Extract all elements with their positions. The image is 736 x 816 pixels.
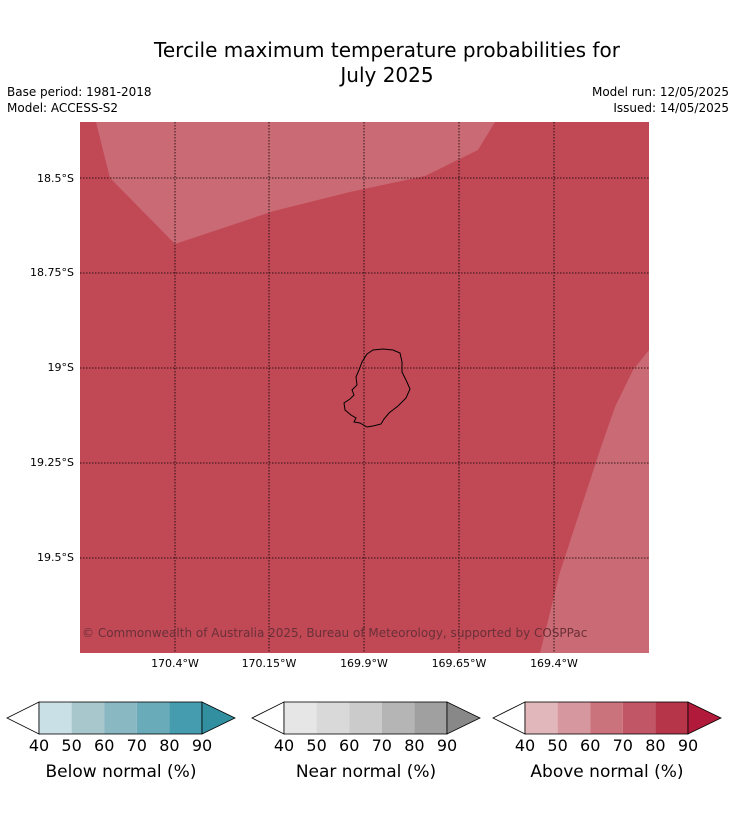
base-period: Base period: 1981-2018 (7, 85, 152, 99)
lat-label-18-5: 18.5°S (37, 172, 74, 185)
above-normal-tick-80: 80 (645, 736, 666, 755)
near-normal-bin-70-80 (381, 702, 415, 734)
below-normal-tick-50: 50 (61, 736, 82, 755)
above-normal-tick-50: 50 (547, 736, 568, 755)
gridlines (80, 122, 649, 653)
title-line-2: July 2025 (340, 63, 434, 87)
lon-label-169-9: 169.9°W (340, 657, 388, 670)
near-normal-bin-80-90 (414, 702, 447, 734)
below-normal-bin-60-70 (104, 702, 137, 734)
below-normal-bin-80-90 (169, 702, 202, 734)
above-normal-bin-70-80 (622, 702, 656, 734)
below-normal-bin-50-60 (71, 702, 105, 734)
below-normal-tick-60: 60 (94, 736, 115, 755)
above-normal-bin-60-70 (590, 702, 623, 734)
lon-label-169-4: 169.4°W (530, 657, 578, 670)
legend-title-above-normal: Above normal (%) (530, 762, 684, 782)
legend-title-near-normal: Near normal (%) (295, 762, 437, 782)
above-normal-bin-40-50 (525, 702, 558, 734)
model-run: Model run: 12/05/2025 (591, 85, 729, 99)
legend-near-normal: 40 50 60 70 80 90 Near normal (%) (251, 700, 481, 800)
near-normal-bin-60-70 (349, 702, 382, 734)
above-normal-tick-70: 70 (612, 736, 633, 755)
above-normal-bin-50-60 (557, 702, 591, 734)
near-normal-lower-extension (251, 701, 285, 735)
above-normal-tick-40: 40 (514, 736, 536, 755)
colorbar-below-normal (6, 701, 236, 735)
above-normal-bin-80-90 (655, 702, 688, 734)
colorbar-near-normal (251, 701, 481, 735)
model-name: Model: ACCESS-S2 (7, 101, 119, 115)
title-line-1: Tercile maximum temperature probabilitie… (154, 38, 620, 62)
below-normal-tick-40: 40 (28, 736, 50, 755)
meta-left: Base period: 1981-2018 Model: ACCESS-S2 (7, 84, 152, 116)
legend-above-normal: 40 50 60 70 80 90 Above normal (%) (492, 700, 722, 800)
below-normal-tick-90: 90 (191, 736, 213, 755)
map-svg (80, 122, 649, 653)
lon-label-169-65: 169.65°W (431, 657, 487, 670)
lat-label-19-5: 19.5°S (37, 551, 74, 564)
below-normal-bin-70-80 (136, 702, 170, 734)
below-normal-upper-extension (201, 701, 236, 735)
above-normal-lower-extension (492, 701, 526, 735)
map-title: Tercile maximum temperature probabilitie… (0, 38, 736, 88)
near-normal-upper-extension (446, 701, 481, 735)
niue-coastline (343, 348, 411, 428)
near-normal-bin-40-50 (284, 702, 317, 734)
probability-zone-above-70-east (540, 350, 649, 653)
near-normal-tick-60: 60 (339, 736, 360, 755)
legend-below-normal: 40 50 60 70 80 90 Below normal (%) (6, 700, 236, 800)
meta-right: Model run: 12/05/2025 Issued: 14/05/2025 (592, 84, 729, 116)
copyright-notice: © Commonwealth of Australia 2025, Bureau… (82, 626, 588, 640)
above-normal-upper-extension (687, 701, 722, 735)
below-normal-bin-40-50 (39, 702, 72, 734)
probability-zone-above-70-north (96, 122, 495, 244)
near-normal-tick-90: 90 (436, 736, 458, 755)
issued-date: Issued: 14/05/2025 (613, 101, 729, 115)
near-normal-tick-70: 70 (371, 736, 392, 755)
below-normal-tick-80: 80 (159, 736, 180, 755)
near-normal-tick-40: 40 (273, 736, 295, 755)
above-normal-tick-90: 90 (677, 736, 699, 755)
map-panel (80, 122, 649, 653)
legend-title-below-normal: Below normal (%) (45, 762, 197, 782)
near-normal-tick-50: 50 (306, 736, 327, 755)
lat-label-19: 19°S (47, 361, 74, 374)
above-normal-tick-60: 60 (580, 736, 601, 755)
near-normal-tick-80: 80 (404, 736, 425, 755)
below-normal-lower-extension (6, 701, 40, 735)
near-normal-bin-50-60 (316, 702, 350, 734)
lon-label-170-4: 170.4°W (151, 657, 199, 670)
lat-label-18-75: 18.75°S (30, 266, 74, 279)
below-normal-tick-70: 70 (126, 736, 147, 755)
lon-label-170-15: 170.15°W (241, 657, 297, 670)
lat-label-19-25: 19.25°S (30, 456, 74, 469)
colorbar-above-normal (492, 701, 722, 735)
